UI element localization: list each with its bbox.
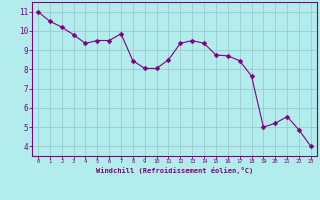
X-axis label: Windchill (Refroidissement éolien,°C): Windchill (Refroidissement éolien,°C) <box>96 167 253 174</box>
